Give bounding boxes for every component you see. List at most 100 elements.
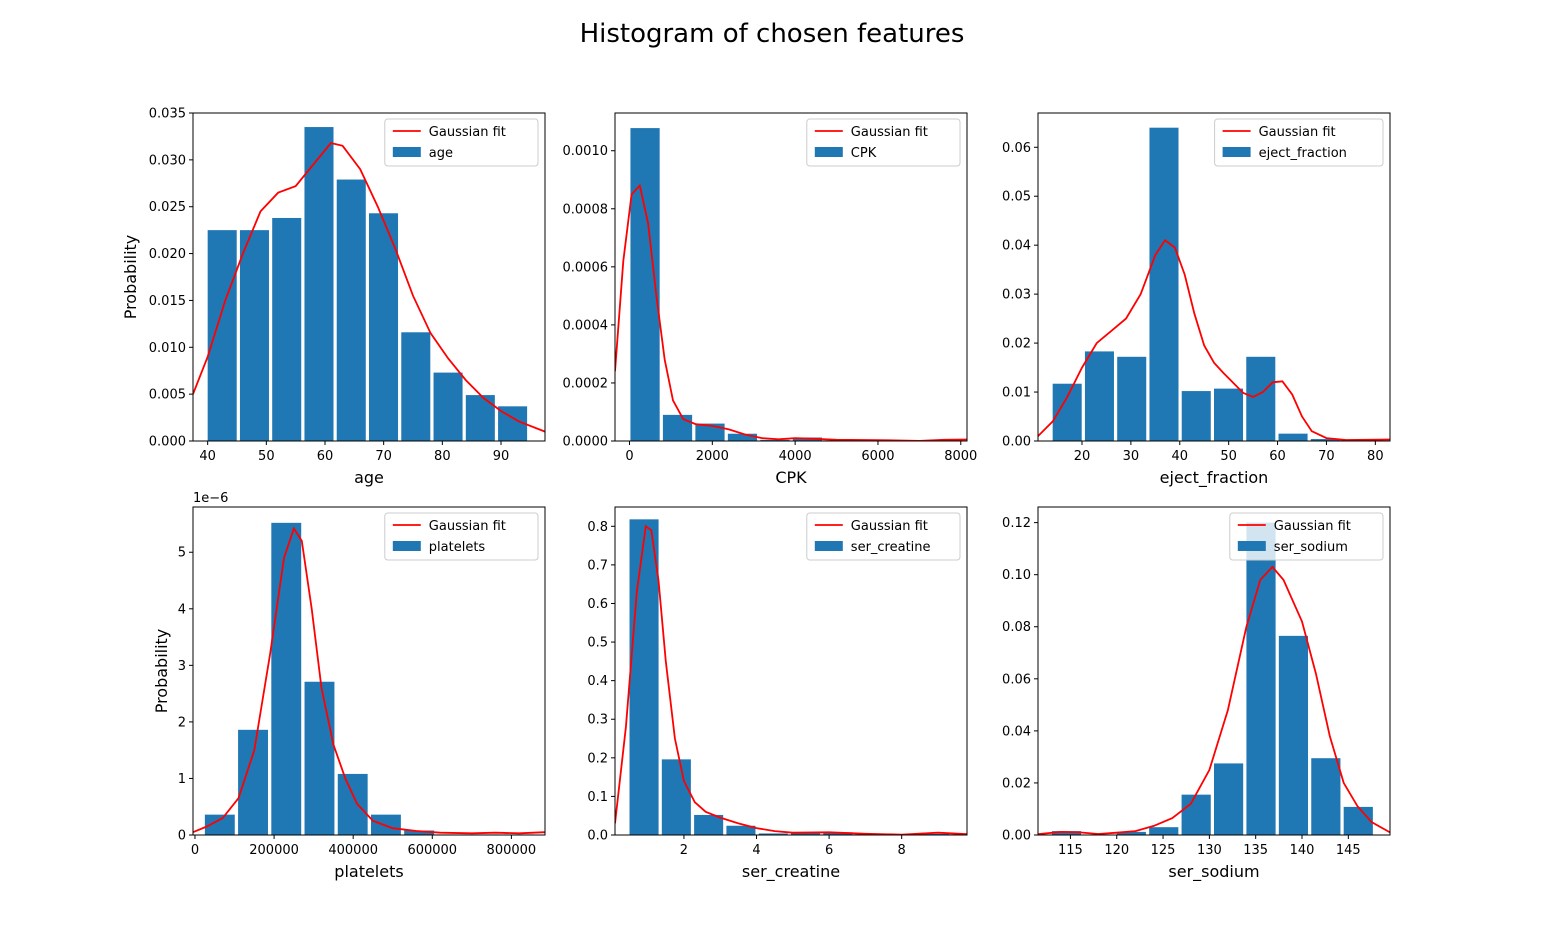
- subplots-grid: 40 50 60 70 80 900.0000.0050.0100.0150.0200.0…: [121, 107, 1391, 882]
- x-tick-label: 30: [1123, 449, 1140, 464]
- figure-title: Histogram of chosen features: [580, 19, 965, 49]
- histogram-bar: [207, 230, 237, 441]
- legend-box: [806, 118, 961, 167]
- histogram-bar: [401, 332, 431, 441]
- legend-label-bar: age: [429, 146, 453, 161]
- y-tick-label: 0.03: [1002, 288, 1031, 303]
- x-tick-label: 145: [1336, 843, 1361, 858]
- x-axis-label: ser_creatine: [742, 862, 840, 882]
- gaussian-fit-line: [615, 524, 967, 835]
- histogram-bar: [1181, 794, 1211, 835]
- x-axis-label: platelets: [334, 862, 403, 881]
- x-tick-label: 50: [1220, 449, 1237, 464]
- x-tick-label: 600000: [407, 843, 457, 858]
- y-tick-label: 0.0010: [563, 144, 609, 159]
- x-tick-label: 80: [1367, 449, 1384, 464]
- bars: [207, 127, 528, 441]
- x-tick-label: 70: [375, 449, 392, 464]
- histogram-bar: [727, 433, 758, 441]
- legend-box: [384, 512, 539, 561]
- x-tick-label: 70: [1318, 449, 1335, 464]
- legend: Gaussian fit ser_sodium: [1229, 512, 1384, 561]
- gaussian-fit-line: [193, 141, 545, 433]
- y-axis-label: Probability: [121, 235, 140, 320]
- legend-label-fit: Gaussian fit: [851, 519, 928, 534]
- axes-frame: [192, 112, 546, 442]
- legend-label-bar: eject_fraction: [1259, 146, 1347, 161]
- bars: [1052, 127, 1373, 441]
- y-tick-label: 2: [178, 715, 186, 730]
- legend-label-bar: ser_sodium: [1274, 540, 1348, 555]
- legend-bar-swatch: [392, 147, 421, 157]
- legend-bar-swatch: [814, 541, 843, 551]
- legend-box: [806, 512, 961, 561]
- histogram-bar: [433, 372, 463, 441]
- histogram-bar: [1278, 635, 1309, 835]
- histogram-bar: [1084, 351, 1114, 441]
- y-tick-label: 0.04: [1002, 724, 1031, 739]
- y-tick-label: 0.02: [1002, 337, 1031, 352]
- x-tick-label: 130: [1197, 843, 1222, 858]
- y-tick-label: 0.02: [1002, 776, 1031, 791]
- x-tick-label: 6: [825, 843, 833, 858]
- histogram-bar: [1343, 806, 1373, 835]
- legend-label-bar: ser_creatine: [851, 540, 931, 555]
- y-tick-label: 0.0006: [563, 260, 609, 275]
- y-tick-label: 5: [178, 546, 186, 561]
- legend: Gaussian fit age: [384, 118, 539, 167]
- legend-box: [1214, 118, 1384, 167]
- x-tick-label: 50: [258, 449, 275, 464]
- x-tick-label: 200000: [249, 843, 299, 858]
- y-tick-label: 0.2: [587, 751, 608, 766]
- histogram-bar: [695, 423, 725, 441]
- legend-label-fit: Gaussian fit: [1259, 125, 1336, 140]
- y-tick-label: 0.000: [149, 435, 186, 450]
- histogram-bar: [1149, 827, 1179, 835]
- y-tick-label: 0.005: [149, 388, 186, 403]
- histogram-bar: [661, 759, 691, 835]
- y-tick-label: 0.06: [1002, 141, 1031, 156]
- subplot-platelets: 0 200000 400000 600000 800000 0 1 2 3 4 5 1e−6 plate…: [152, 491, 546, 881]
- legend-bar-swatch: [1237, 541, 1266, 551]
- y-tick-label: 0.7: [587, 558, 608, 573]
- y-tick-label: 0.05: [1002, 190, 1031, 205]
- histogram-bar: [239, 230, 269, 441]
- legend-label-bar: CPK: [851, 146, 877, 161]
- y-tick-label: 0.0002: [563, 376, 609, 391]
- plot-area: [615, 113, 967, 441]
- x-axis-label: ser_sodium: [1168, 862, 1259, 882]
- subplot-ser-creatine: 2 4 6 8 0.0 0.1 0.2 0.3 0.4 0.5 0.6 0.7 0.8 ser_creat…: [587, 506, 968, 882]
- axes-frame: [1037, 506, 1391, 836]
- y-tick-label: 0: [178, 829, 186, 844]
- y-tick-label: 0.0008: [563, 202, 609, 217]
- y-tick-label: 0.01: [1002, 386, 1031, 401]
- y-tick-label: 0.025: [149, 200, 186, 215]
- legend-label-bar: platelets: [429, 540, 486, 555]
- subplot-eject-fraction: 20 30 40 50 60 70 80 0.00 0.01 0.02 0.03 0.04 0.05 0.…: [1002, 112, 1391, 488]
- y-tick-label: 0.010: [149, 341, 186, 356]
- histogram-bar: [337, 773, 368, 835]
- histogram-bar: [694, 814, 724, 835]
- x-tick-label: 8: [898, 843, 906, 858]
- x-tick-label: 20: [1074, 449, 1091, 464]
- gaussian-fit-line: [1038, 565, 1390, 835]
- histogram-bar: [1116, 831, 1146, 835]
- histogram-bar: [465, 395, 495, 441]
- x-tick-label: 2000: [696, 449, 729, 464]
- axes-frame: [614, 112, 968, 442]
- histogram-bar: [272, 217, 302, 441]
- y-tick-label: 3: [178, 659, 186, 674]
- y-tick-label: 0.8: [587, 520, 608, 535]
- x-tick-label: 0: [191, 843, 199, 858]
- y-tick-label: 0.0004: [563, 318, 609, 333]
- histogram-bar: [369, 213, 399, 441]
- axes-frame: [614, 506, 968, 836]
- histogram-bar: [758, 833, 788, 835]
- x-axis-label: eject_fraction: [1160, 468, 1269, 488]
- subplot-ser-sodium: 115 120 125 130 135 140 145 0.00 0.02 0.04 0.06 0.0…: [1002, 506, 1391, 882]
- y-tick-label: 0.6: [587, 597, 608, 612]
- gaussian-fit-line: [615, 183, 967, 441]
- histogram-bar: [1278, 433, 1308, 441]
- legend-bar-swatch: [392, 541, 421, 551]
